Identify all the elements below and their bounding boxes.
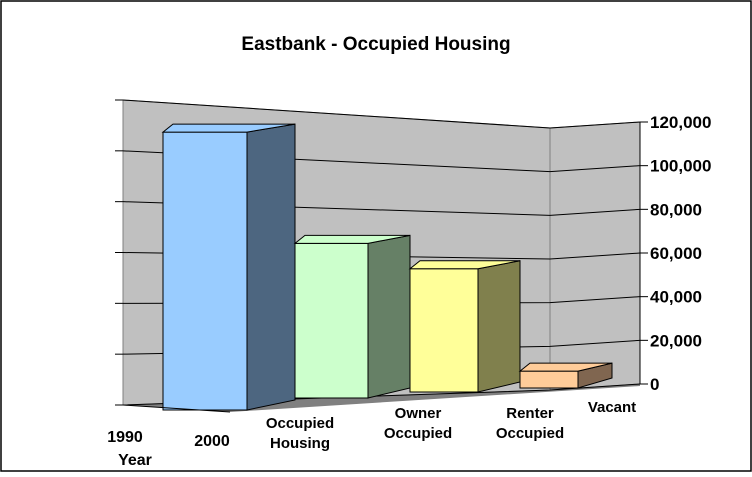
- bar: [409, 268, 479, 393]
- y-tick-label: 60,000: [650, 244, 702, 263]
- x-tick-label: Occupied Housing: [266, 415, 334, 452]
- y-tick-label: 80,000: [650, 200, 702, 219]
- bar-top: [408, 260, 521, 270]
- depth-label: 2000: [194, 433, 230, 450]
- y-tick-label: 100,000: [650, 157, 711, 176]
- y-tick-label: 20,000: [650, 331, 702, 350]
- bar-top: [518, 362, 613, 372]
- x-tick-label: Vacant: [588, 399, 636, 416]
- y-tick-label: 120,000: [650, 113, 711, 132]
- y-tick-label: 40,000: [650, 288, 702, 307]
- bar: [519, 370, 579, 389]
- bar: [294, 242, 369, 399]
- bar-top: [161, 123, 296, 133]
- depth-title: Year: [118, 452, 152, 469]
- bar-side: [246, 123, 296, 411]
- x-tick-label: Owner Occupied: [384, 405, 452, 442]
- y-tick-label: 0: [650, 375, 659, 394]
- chart-title: Eastbank - Occupied Housing: [241, 34, 510, 55]
- axis: [122, 404, 231, 413]
- bar-top: [293, 234, 411, 244]
- x-tick-label: Renter Occupied: [496, 405, 564, 442]
- bar-side: [477, 260, 521, 393]
- bar: [162, 131, 248, 411]
- depth-label: 1990: [107, 429, 143, 446]
- grid-line: [122, 99, 641, 129]
- bar-side: [367, 234, 411, 399]
